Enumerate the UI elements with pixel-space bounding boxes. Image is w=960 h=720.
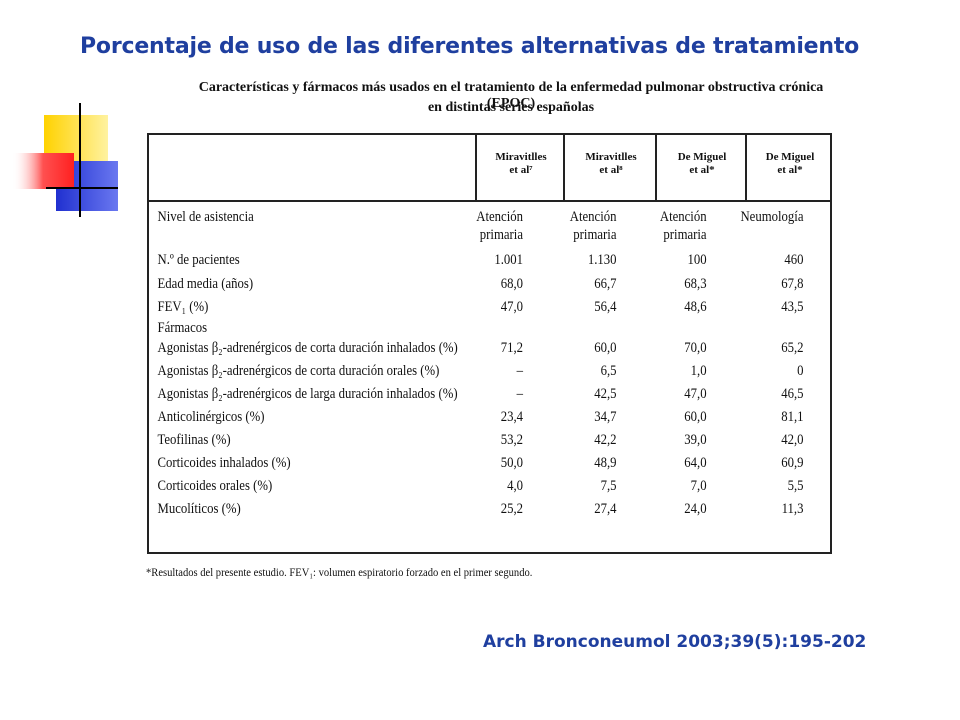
table-row: primaria primaria primaria [479,227,707,243]
table-row: Anticolinérgicos (%) 23,4 34,7 60,0 81,1 [157,409,804,425]
column-header: Miravitlles et al⁸ [585,151,637,176]
table-row: Fármacos [157,320,208,336]
column-header: De Miguel et al* [677,151,727,176]
table-row: Mucolíticos (%) 25,2 27,4 24,0 11,3 [157,501,804,517]
citation: Arch Bronconeumol 2003;39(5):195-202 [483,632,867,652]
column-header: De Miguel et al* [765,151,815,176]
decorative-squares [12,103,118,217]
table-caption-line1: Características y fármacos más usados en… [198,80,824,111]
table-row: N.º de pacientes 1.001 1.130 100 460 [157,252,804,268]
table-row: Edad media (años) 68,0 66,7 68,3 67,8 [157,276,804,292]
table-header-row: Miravitlles et al⁷ Miravitlles et al⁸ De M… [149,135,830,202]
table-row: FEV₁ (%) 47,0 56,4 48,6 43,5 [157,299,804,315]
table-row: Teofilinas (%) 53,2 42,2 39,0 42,0 [157,432,804,448]
table-footnote: *Resultados del presente estudio. FEV₁: … [146,565,533,579]
table-row: Agonistas β₂-adrenérgicos de larga durac… [157,386,804,402]
table-row: Nivel de asistencia Atención Atención Atenc… [157,209,804,225]
red-square [12,153,74,189]
scanned-table-image: Características y fármacos más usados en… [140,78,840,588]
column-header: Miravitlles et al⁷ [495,151,547,176]
table-frame: Miravitlles et al⁷ Miravitlles et al⁸ De M… [147,133,832,554]
table-row: Agonistas β₂-adrenérgicos de corta durac… [157,340,804,356]
table-caption-line2: en distintas series españolas [427,100,595,115]
table-row: Corticoides inhalados (%) 50,0 48,9 64,0 60,… [157,455,804,471]
slide-title: Porcentaje de uso de las diferentes alte… [80,34,860,59]
table-row: Corticoides orales (%) 4,0 7,5 7,0 5,5 [157,478,804,494]
table-row: Agonistas β₂-adrenérgicos de corta durac… [157,363,804,379]
